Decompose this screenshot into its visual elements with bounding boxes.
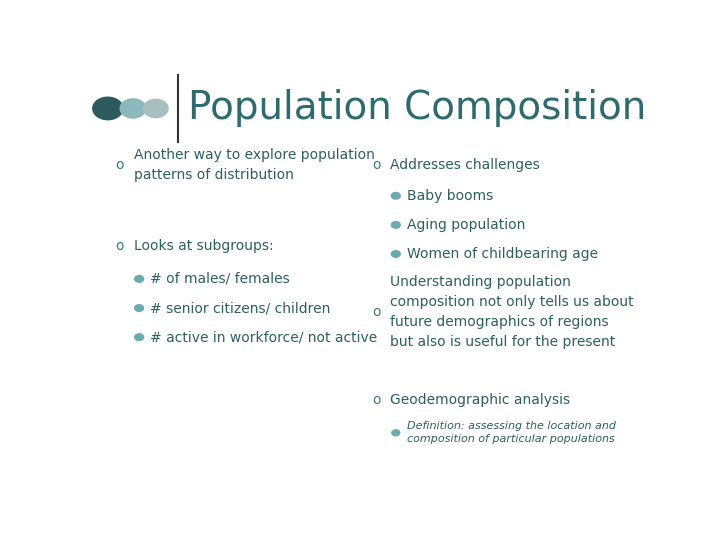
Circle shape	[392, 430, 400, 436]
Text: Definition: assessing the location and
composition of particular populations: Definition: assessing the location and c…	[407, 421, 616, 444]
Circle shape	[120, 99, 145, 118]
Circle shape	[392, 251, 400, 258]
Text: Looks at subgroups:: Looks at subgroups:	[133, 239, 273, 253]
Text: Aging population: Aging population	[407, 218, 526, 232]
Text: Addresses challenges: Addresses challenges	[390, 158, 540, 172]
Circle shape	[93, 97, 123, 120]
Circle shape	[392, 221, 400, 228]
Text: Understanding population
composition not only tells us about
future demographics: Understanding population composition not…	[390, 275, 634, 349]
Circle shape	[135, 305, 143, 312]
Text: Another way to explore population
patterns of distribution: Another way to explore population patter…	[133, 147, 374, 181]
Text: Population Composition: Population Composition	[188, 90, 646, 127]
Text: o: o	[115, 158, 124, 172]
Circle shape	[135, 334, 143, 341]
Text: Geodemographic analysis: Geodemographic analysis	[390, 393, 570, 407]
Text: o: o	[372, 305, 380, 319]
Text: Women of childbearing age: Women of childbearing age	[407, 247, 598, 261]
Text: Baby booms: Baby booms	[407, 189, 493, 203]
Text: o: o	[115, 239, 124, 253]
Circle shape	[143, 99, 168, 118]
Text: # senior citizens/ children: # senior citizens/ children	[150, 301, 330, 315]
Circle shape	[392, 192, 400, 199]
Text: o: o	[372, 158, 380, 172]
Circle shape	[135, 275, 143, 282]
Text: # of males/ females: # of males/ females	[150, 272, 290, 286]
Text: # active in workforce/ not active: # active in workforce/ not active	[150, 330, 377, 344]
Text: o: o	[372, 393, 380, 407]
